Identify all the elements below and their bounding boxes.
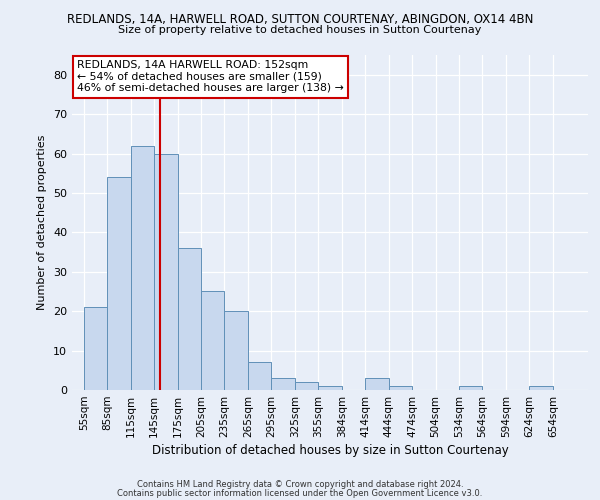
Bar (131, 146, 154, 390)
Text: REDLANDS, 14A HARWELL ROAD: 152sqm
← 54% of detached houses are smaller (159)
46: REDLANDS, 14A HARWELL ROAD: 152sqm ← 54%… (77, 60, 344, 93)
Bar (459, 386, 482, 390)
Y-axis label: Number of detached properties: Number of detached properties (37, 135, 47, 310)
Text: Contains public sector information licensed under the Open Government Licence v3: Contains public sector information licen… (118, 488, 482, 498)
Bar (84, 307, 107, 390)
X-axis label: Distribution of detached houses by size in Sutton Courtenay: Distribution of detached houses by size … (152, 444, 508, 457)
Bar (154, 154, 178, 390)
Bar (248, 362, 271, 390)
Bar (201, 292, 224, 390)
Bar (295, 382, 318, 390)
Bar (529, 386, 553, 390)
Bar (271, 378, 295, 390)
Bar (224, 311, 248, 390)
Text: Size of property relative to detached houses in Sutton Courtenay: Size of property relative to detached ho… (118, 25, 482, 35)
Text: Contains HM Land Registry data © Crown copyright and database right 2024.: Contains HM Land Registry data © Crown c… (137, 480, 463, 489)
Bar (107, 177, 131, 390)
Bar (178, 248, 201, 390)
Bar (365, 378, 389, 390)
Text: REDLANDS, 14A, HARWELL ROAD, SUTTON COURTENAY, ABINGDON, OX14 4BN: REDLANDS, 14A, HARWELL ROAD, SUTTON COUR… (67, 12, 533, 26)
Bar (318, 386, 342, 390)
Bar (389, 386, 412, 390)
